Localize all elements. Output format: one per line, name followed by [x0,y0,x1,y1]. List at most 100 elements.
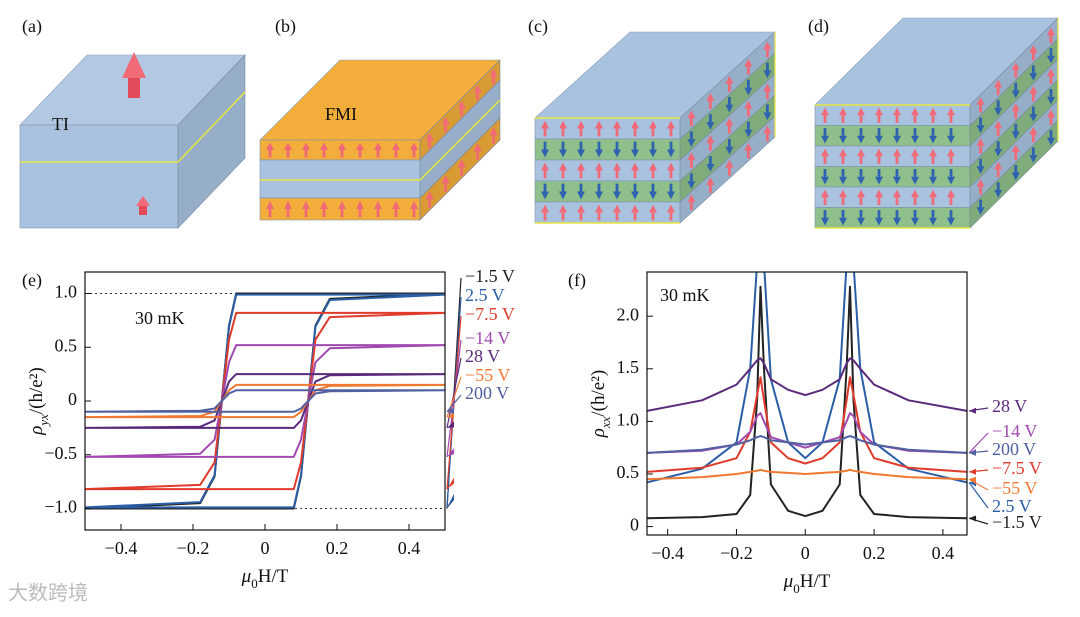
leader-head [969,407,976,414]
spin-stem [615,128,619,137]
spin-head [266,142,274,150]
spin-head [1029,85,1038,94]
spin-stem [428,140,431,148]
legend-label: 200 V [465,383,509,403]
spin-head [667,120,675,129]
spin-stem [286,209,290,218]
spin-stem [1014,164,1018,173]
spin-head [893,189,901,198]
spin-head [613,120,621,129]
front-face [19,124,179,229]
spin-stem [633,141,637,150]
spin-stem [669,170,673,179]
spin-head [541,120,549,129]
spin-stem [841,169,845,177]
spin-head [929,176,937,185]
spin-head [577,204,585,213]
spin-stem [690,173,693,182]
spin-stem [949,169,953,177]
spin-stem [1049,130,1053,138]
series-line [647,285,967,520]
leader-line [446,394,462,413]
moment-stem [139,205,147,215]
spin-stem [1049,48,1053,56]
side-shade [178,55,245,228]
y-axis-label-part: yx [36,414,51,428]
spin-stem [543,141,547,150]
spin-head [338,142,346,150]
spin-stem [841,197,845,205]
spin-stem [979,117,982,126]
moment-stem [128,72,140,98]
spin-stem [412,209,416,218]
spin-head [667,191,675,200]
spin-head [1011,103,1020,112]
spin-stem [895,115,899,123]
spin-head [595,162,603,171]
spin-head [857,189,865,198]
spin-head [356,142,364,150]
side-shade [970,59,1058,167]
front-face [534,159,681,182]
spin-stem [996,87,1000,96]
legend-label: −7.5 V [465,304,515,324]
spin-stem [823,115,827,123]
spin-head [763,41,772,50]
spin-stem [651,141,655,150]
legend-label: −14 V [992,421,1037,441]
spin-head [875,189,883,198]
legend-label: 28 V [465,346,500,366]
side-shade [420,118,500,220]
spin-head [911,135,919,144]
spin-head [649,191,657,200]
spin-head [947,176,955,185]
spin-stem [913,210,917,218]
spin-stem [444,124,447,132]
spin-stem [492,135,495,144]
spin-head [595,204,603,213]
spin-stem [615,141,619,150]
series-line [647,412,967,454]
spin-stem [543,183,547,192]
chart: −1.5 V2.5 V −7.5 V −14 V 28 V −55 V 200 V −0.4… [568,270,1042,596]
side-shade [680,32,775,139]
spin-head [302,200,310,209]
spin-stem [1031,106,1035,115]
spin-head [821,148,829,157]
spin-stem [709,114,712,122]
panel-label: (d) [808,16,829,37]
spin-stem [709,142,712,151]
spin-stem [996,169,1000,178]
spin-head [473,84,482,93]
spin-stem [996,128,1000,137]
spin-stem [979,158,982,167]
x-tick-label: −0.4 [105,538,138,558]
series-line [647,468,967,481]
spin-head [374,142,382,150]
spin-stem [766,62,769,71]
spin-head [1046,27,1055,36]
spin-head [320,142,328,150]
spin-head [893,148,901,157]
spin-head [577,162,585,171]
x-tick-label: 0.2 [326,538,349,558]
spin-stem [1049,89,1053,97]
series-line [85,344,445,458]
spin-head [595,149,603,158]
spin-stem [766,91,769,100]
series-line [85,373,445,429]
spin-head [577,149,585,158]
spin-head [649,149,657,158]
spin-head [976,97,985,105]
spin-head [875,135,883,144]
spin-head [976,179,985,187]
x-axis-label-part: μ [783,571,794,592]
spin-stem [597,212,601,221]
spin-head [744,58,753,67]
spin-stem [859,128,863,136]
spin-head [706,121,715,130]
spin-head [356,200,364,209]
spin-stem [412,150,416,158]
spin-stem [949,210,953,218]
y-tick-label: 0 [68,389,77,409]
